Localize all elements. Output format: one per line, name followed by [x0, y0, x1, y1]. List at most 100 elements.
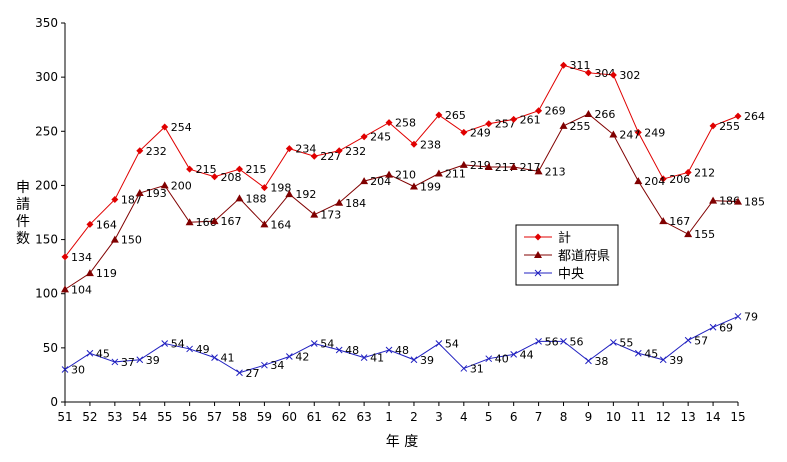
x-tick-label: 55 — [157, 410, 172, 424]
data-point — [434, 169, 443, 177]
y-tick-label: 200 — [35, 178, 58, 192]
data-label: 167 — [669, 215, 690, 228]
data-label: 185 — [744, 196, 765, 209]
data-label: 234 — [295, 143, 316, 156]
data-point — [86, 220, 94, 228]
data-label: 204 — [370, 175, 391, 188]
x-tick-label: 7 — [535, 410, 543, 424]
data-label: 198 — [270, 182, 291, 195]
data-point — [560, 338, 567, 345]
data-point — [435, 111, 443, 119]
x-tick-label: 9 — [585, 410, 593, 424]
data-point — [86, 349, 94, 357]
data-point — [634, 177, 643, 185]
x-tick-label: 51 — [57, 410, 72, 424]
data-label: 54 — [320, 338, 334, 351]
data-point — [235, 194, 244, 202]
data-point — [85, 269, 94, 277]
data-label: 264 — [744, 110, 765, 123]
data-label: 40 — [495, 353, 509, 366]
data-label: 27 — [245, 367, 259, 380]
y-tick-label: 100 — [35, 287, 58, 301]
data-point — [485, 120, 493, 128]
data-point — [186, 165, 194, 173]
data-point — [235, 165, 243, 173]
data-label: 217 — [520, 161, 541, 174]
data-point — [634, 349, 642, 357]
data-point — [285, 145, 293, 153]
legend-entry: 中央 — [558, 267, 584, 282]
data-point — [136, 147, 144, 155]
data-label: 261 — [520, 113, 541, 126]
x-tick-label: 4 — [460, 410, 468, 424]
data-label: 199 — [420, 181, 441, 194]
data-label: 311 — [570, 59, 591, 72]
x-axis-title: 年 度 — [386, 434, 418, 450]
legend-marker — [534, 251, 542, 258]
data-label: 232 — [146, 145, 167, 158]
data-point — [684, 168, 692, 176]
data-label: 212 — [694, 166, 715, 179]
data-label: 39 — [146, 354, 160, 367]
data-label: 45 — [644, 347, 658, 360]
data-label: 42 — [295, 351, 309, 364]
data-point — [310, 340, 318, 347]
data-label: 249 — [470, 126, 491, 139]
x-tick-label: 6 — [510, 410, 518, 424]
x-tick-label: 10 — [606, 410, 621, 424]
data-point — [609, 130, 618, 138]
data-label: 211 — [445, 168, 466, 181]
data-point — [535, 338, 542, 345]
series-line — [64, 315, 739, 374]
data-point — [385, 119, 393, 127]
data-point — [335, 346, 343, 354]
data-label: 134 — [71, 251, 92, 264]
data-point — [409, 182, 418, 190]
data-label: 166 — [196, 216, 217, 229]
data-label: 249 — [644, 126, 665, 139]
x-tick-label: 15 — [730, 410, 745, 424]
data-label: 54 — [171, 338, 185, 351]
data-label: 245 — [370, 131, 391, 144]
data-label: 257 — [495, 118, 516, 131]
x-tick-label: 54 — [132, 410, 147, 424]
data-label: 206 — [669, 173, 690, 186]
data-label: 48 — [395, 344, 409, 357]
data-point — [684, 230, 693, 238]
data-point — [435, 340, 443, 347]
data-point — [111, 196, 119, 204]
data-label: 187 — [121, 194, 142, 207]
data-point — [459, 160, 468, 168]
data-point — [659, 175, 667, 183]
data-point — [684, 336, 692, 344]
data-label: 188 — [245, 192, 266, 205]
data-point — [734, 313, 742, 320]
data-label: 215 — [245, 163, 266, 176]
data-point — [634, 128, 642, 136]
data-point — [609, 71, 617, 79]
data-point — [236, 369, 243, 377]
data-label: 215 — [196, 163, 217, 176]
data-label: 217 — [495, 161, 516, 174]
data-label: 104 — [71, 283, 92, 296]
legend-marker — [534, 233, 542, 241]
data-point — [110, 235, 119, 243]
x-tick-label: 61 — [307, 410, 322, 424]
x-tick-label: 59 — [257, 410, 272, 424]
data-point — [260, 220, 269, 228]
data-point — [210, 217, 219, 225]
x-tick-label: 14 — [705, 410, 720, 424]
legend-entry: 都道府県 — [558, 249, 610, 264]
data-label: 41 — [221, 352, 235, 365]
data-point — [510, 351, 518, 358]
data-label: 255 — [570, 120, 591, 133]
data-label: 265 — [445, 109, 466, 122]
x-tick-label: 8 — [560, 410, 568, 424]
data-point — [160, 181, 169, 189]
data-point — [659, 217, 668, 225]
y-tick-label: 0 — [50, 395, 58, 409]
data-label: 238 — [420, 138, 441, 151]
